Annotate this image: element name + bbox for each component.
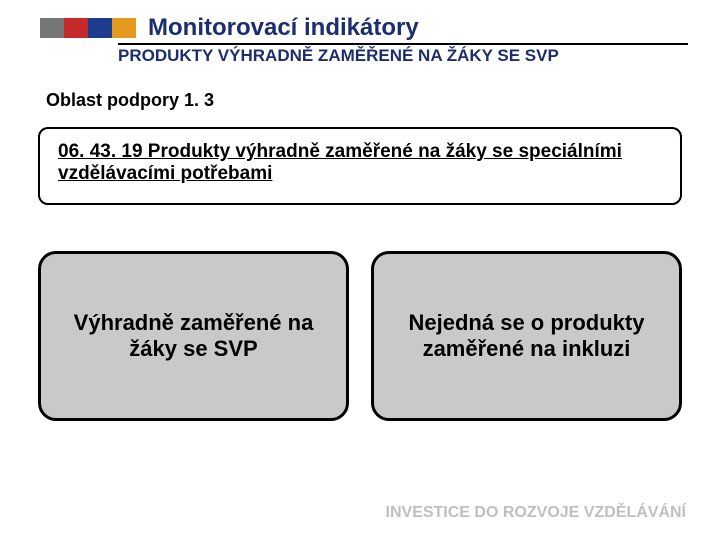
section-label: Oblast podpory 1. 3 xyxy=(0,90,720,111)
indicator-box: 06. 43. 19 Produkty výhradně zaměřené na… xyxy=(38,127,682,205)
pill-left: Výhradně zaměřené na žáky se SVP xyxy=(38,251,349,421)
header-row: Monitorovací indikátory xyxy=(0,0,720,42)
color-block-2 xyxy=(64,18,88,38)
title-underline xyxy=(118,43,688,45)
color-block-3 xyxy=(88,18,112,38)
page-subtitle: PRODUKTY VÝHRADNĚ ZAMĚŘENÉ NA ŽÁKY SE SV… xyxy=(0,46,720,66)
indicator-text: 06. 43. 19 Produkty výhradně zaměřené na… xyxy=(58,141,622,184)
pill-row: Výhradně zaměřené na žáky se SVP Nejedná… xyxy=(38,251,682,421)
pill-left-text: Výhradně zaměřené na žáky se SVP xyxy=(61,310,326,363)
page-title: Monitorovací indikátory xyxy=(148,14,419,42)
footer-tagline: INVESTICE DO ROZVOJE VZDĚLÁVÁNÍ xyxy=(386,504,686,522)
logo-color-blocks xyxy=(40,18,136,38)
color-block-1 xyxy=(40,18,64,38)
color-block-4 xyxy=(112,18,136,38)
pill-right-text: Nejedná se o produkty zaměřené na inkluz… xyxy=(394,310,659,363)
pill-right: Nejedná se o produkty zaměřené na inkluz… xyxy=(371,251,682,421)
